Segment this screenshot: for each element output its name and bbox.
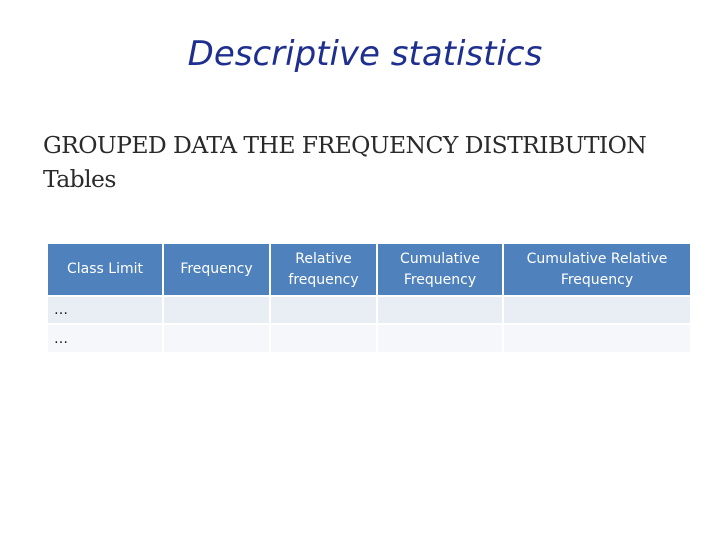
- table-cell-frequency: [163, 295, 271, 324]
- table-cell-class-limit: …: [48, 295, 164, 324]
- table-cell-cumulative-frequency: [377, 295, 504, 324]
- subtitle-line-2: Tables: [43, 165, 116, 193]
- subtitle-line-1: GROUPED DATA THE FREQUENCY DISTRIBUTION: [43, 131, 647, 159]
- header-relative-frequency: Relative frequency: [270, 244, 378, 296]
- table-cell-relative-frequency: [270, 323, 378, 352]
- slide-subtitle: GROUPED DATA THE FREQUENCY DISTRIBUTION …: [43, 128, 713, 196]
- header-cumulative-frequency: Cumulative Frequency: [377, 244, 504, 296]
- table-header-row: Class Limit Frequency Relative frequency…: [48, 244, 690, 296]
- header-frequency: Frequency: [163, 244, 271, 296]
- slide-title: Descriptive statistics: [187, 34, 543, 74]
- table-cell-relative-frequency: [270, 295, 378, 324]
- frequency-distribution-table: Class Limit Frequency Relative frequency…: [48, 244, 690, 352]
- table-cell-cumulative-relative-frequency: [503, 295, 690, 324]
- header-class-limit: Class Limit: [48, 244, 164, 296]
- table-cell-frequency: [163, 323, 271, 352]
- table-cell-class-limit: …: [48, 323, 164, 352]
- table-row: …: [48, 295, 690, 324]
- table-cell-cumulative-relative-frequency: [503, 323, 690, 352]
- table-row: …: [48, 323, 690, 352]
- table-cell-cumulative-frequency: [377, 323, 504, 352]
- header-cumulative-relative-frequency: Cumulative Relative Frequency: [503, 244, 690, 296]
